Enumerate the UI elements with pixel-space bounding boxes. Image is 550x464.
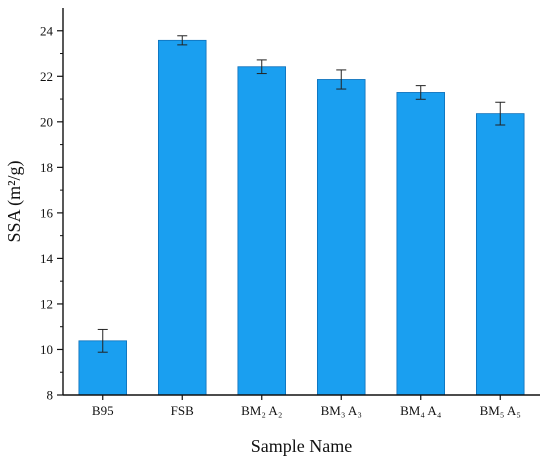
bar [237,66,286,396]
y-tick-label: 22 [40,69,53,84]
x-tick-label: B95 [92,403,114,418]
y-ticks-group: 8 10 12 14 16 18 20 22 24 [40,23,63,403]
y-tick-label: 8 [47,388,54,403]
bars-group [78,39,525,396]
y-tick-label: 12 [40,296,53,311]
y-tick-label: 16 [40,205,54,220]
x-tick-label: BM₃ A₃ [321,403,362,418]
bar [157,39,207,396]
bar [316,79,366,396]
x-ticks-group: B95 FSB BM₂ A₂ BM₃ A₃ BM₄ A₄ BM₅ A₅ [92,395,521,418]
y-tick-label: 10 [40,342,53,357]
bar [396,92,445,396]
y-tick-label: 14 [40,251,54,266]
bar [475,113,525,396]
x-tick-label: FSB [171,403,194,418]
axes-group [62,8,540,396]
y-tick-label: 18 [40,160,53,175]
error-bars-group [97,35,506,353]
x-tick-label: BM₄ A₄ [400,403,442,418]
x-tick-label: BM₅ A₅ [480,403,521,418]
y-tick-label: 20 [40,114,53,129]
y-axis-title: SSA (m²/g) [4,161,25,243]
x-tick-label: BM₂ A₂ [241,403,282,418]
x-axis-title: Sample Name [251,436,352,456]
y-tick-label: 24 [40,23,54,38]
